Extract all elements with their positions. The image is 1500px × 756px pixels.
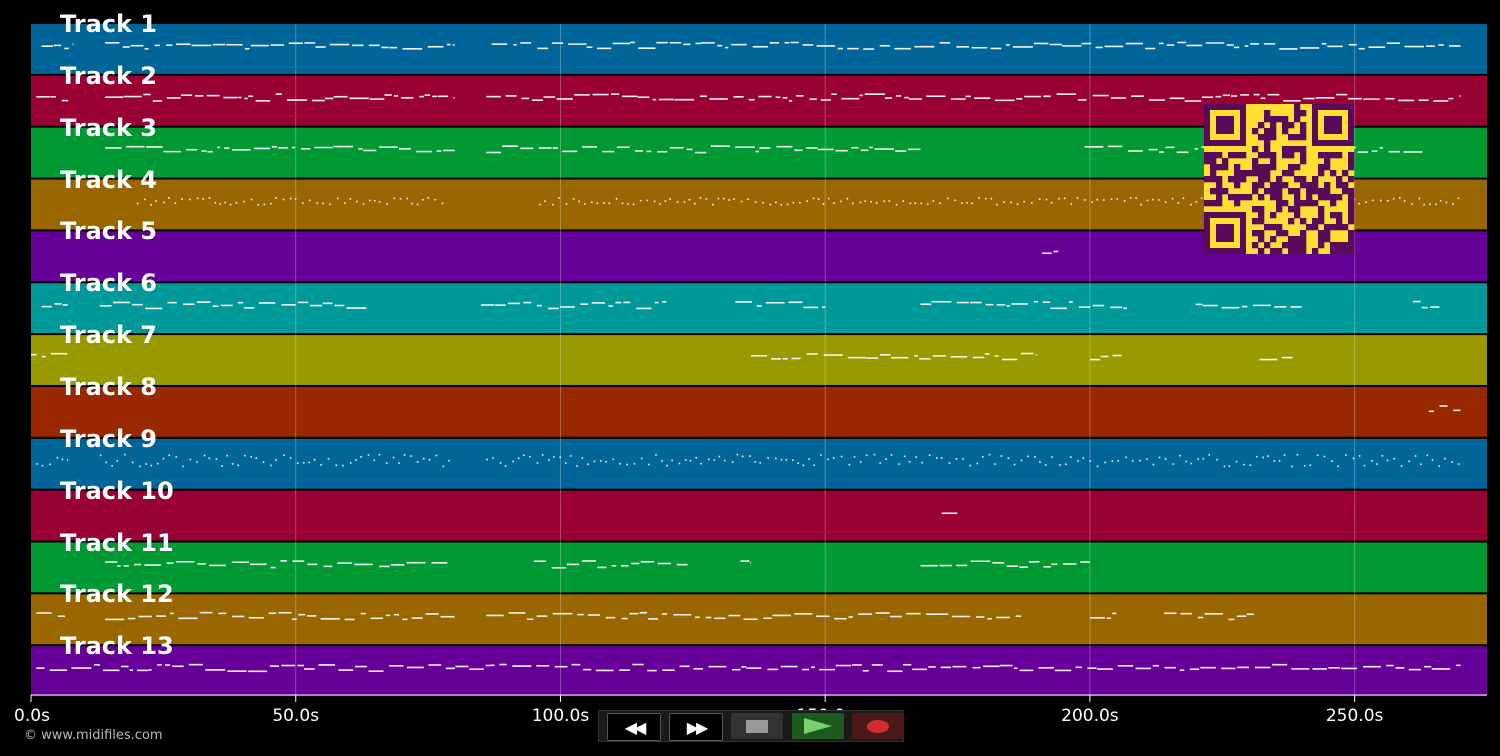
track-lane-12 bbox=[31, 594, 1487, 645]
play-button[interactable] bbox=[792, 713, 844, 739]
track-label: Track 8 bbox=[60, 372, 158, 401]
track-lane-1 bbox=[31, 24, 1487, 74]
track-lane-9 bbox=[31, 438, 1487, 489]
tick-label: 200.0s bbox=[1061, 706, 1119, 726]
record-icon bbox=[867, 719, 889, 733]
track-label: Track 3 bbox=[60, 113, 158, 142]
tick-label: 0.0s bbox=[14, 706, 50, 726]
transport-bar: ◀◀ ▶▶ bbox=[598, 710, 904, 742]
copyright-text: © www.midifiles.com bbox=[24, 728, 163, 743]
track-label: Track 13 bbox=[60, 632, 174, 661]
rewind-icon: ◀◀ bbox=[624, 717, 647, 737]
fast-forward-icon: ▶▶ bbox=[686, 717, 709, 737]
tick-label: 50.0s bbox=[272, 706, 320, 726]
track-lane-6 bbox=[31, 283, 1487, 334]
track-label: Track 7 bbox=[60, 321, 158, 350]
play-icon bbox=[804, 718, 832, 734]
rewind-button[interactable]: ◀◀ bbox=[607, 713, 661, 741]
track-lane-8 bbox=[31, 386, 1487, 437]
track-lane-7 bbox=[31, 335, 1487, 385]
track-label: Track 9 bbox=[60, 424, 158, 453]
track-lane-13 bbox=[31, 646, 1487, 697]
record-button[interactable] bbox=[852, 713, 904, 739]
note-marks bbox=[31, 41, 1461, 673]
track-label: Track 12 bbox=[60, 580, 174, 609]
track-label: Track 11 bbox=[60, 528, 174, 557]
tick-label: 100.0s bbox=[531, 706, 590, 726]
stop-button[interactable] bbox=[731, 713, 783, 739]
track-label: Track 1 bbox=[60, 10, 158, 38]
track-label: Track 2 bbox=[60, 61, 158, 90]
track-label: Track 5 bbox=[60, 217, 158, 246]
tick-label: 250.0s bbox=[1325, 706, 1384, 726]
track-lane-11 bbox=[31, 542, 1487, 593]
track-label: Track 6 bbox=[60, 269, 158, 298]
stop-icon bbox=[746, 719, 768, 733]
qr-code bbox=[1204, 104, 1355, 255]
track-label: Track 4 bbox=[60, 165, 158, 194]
fast-forward-button[interactable]: ▶▶ bbox=[669, 713, 723, 741]
track-label: Track 10 bbox=[60, 476, 174, 505]
track-lane-10 bbox=[31, 490, 1487, 541]
